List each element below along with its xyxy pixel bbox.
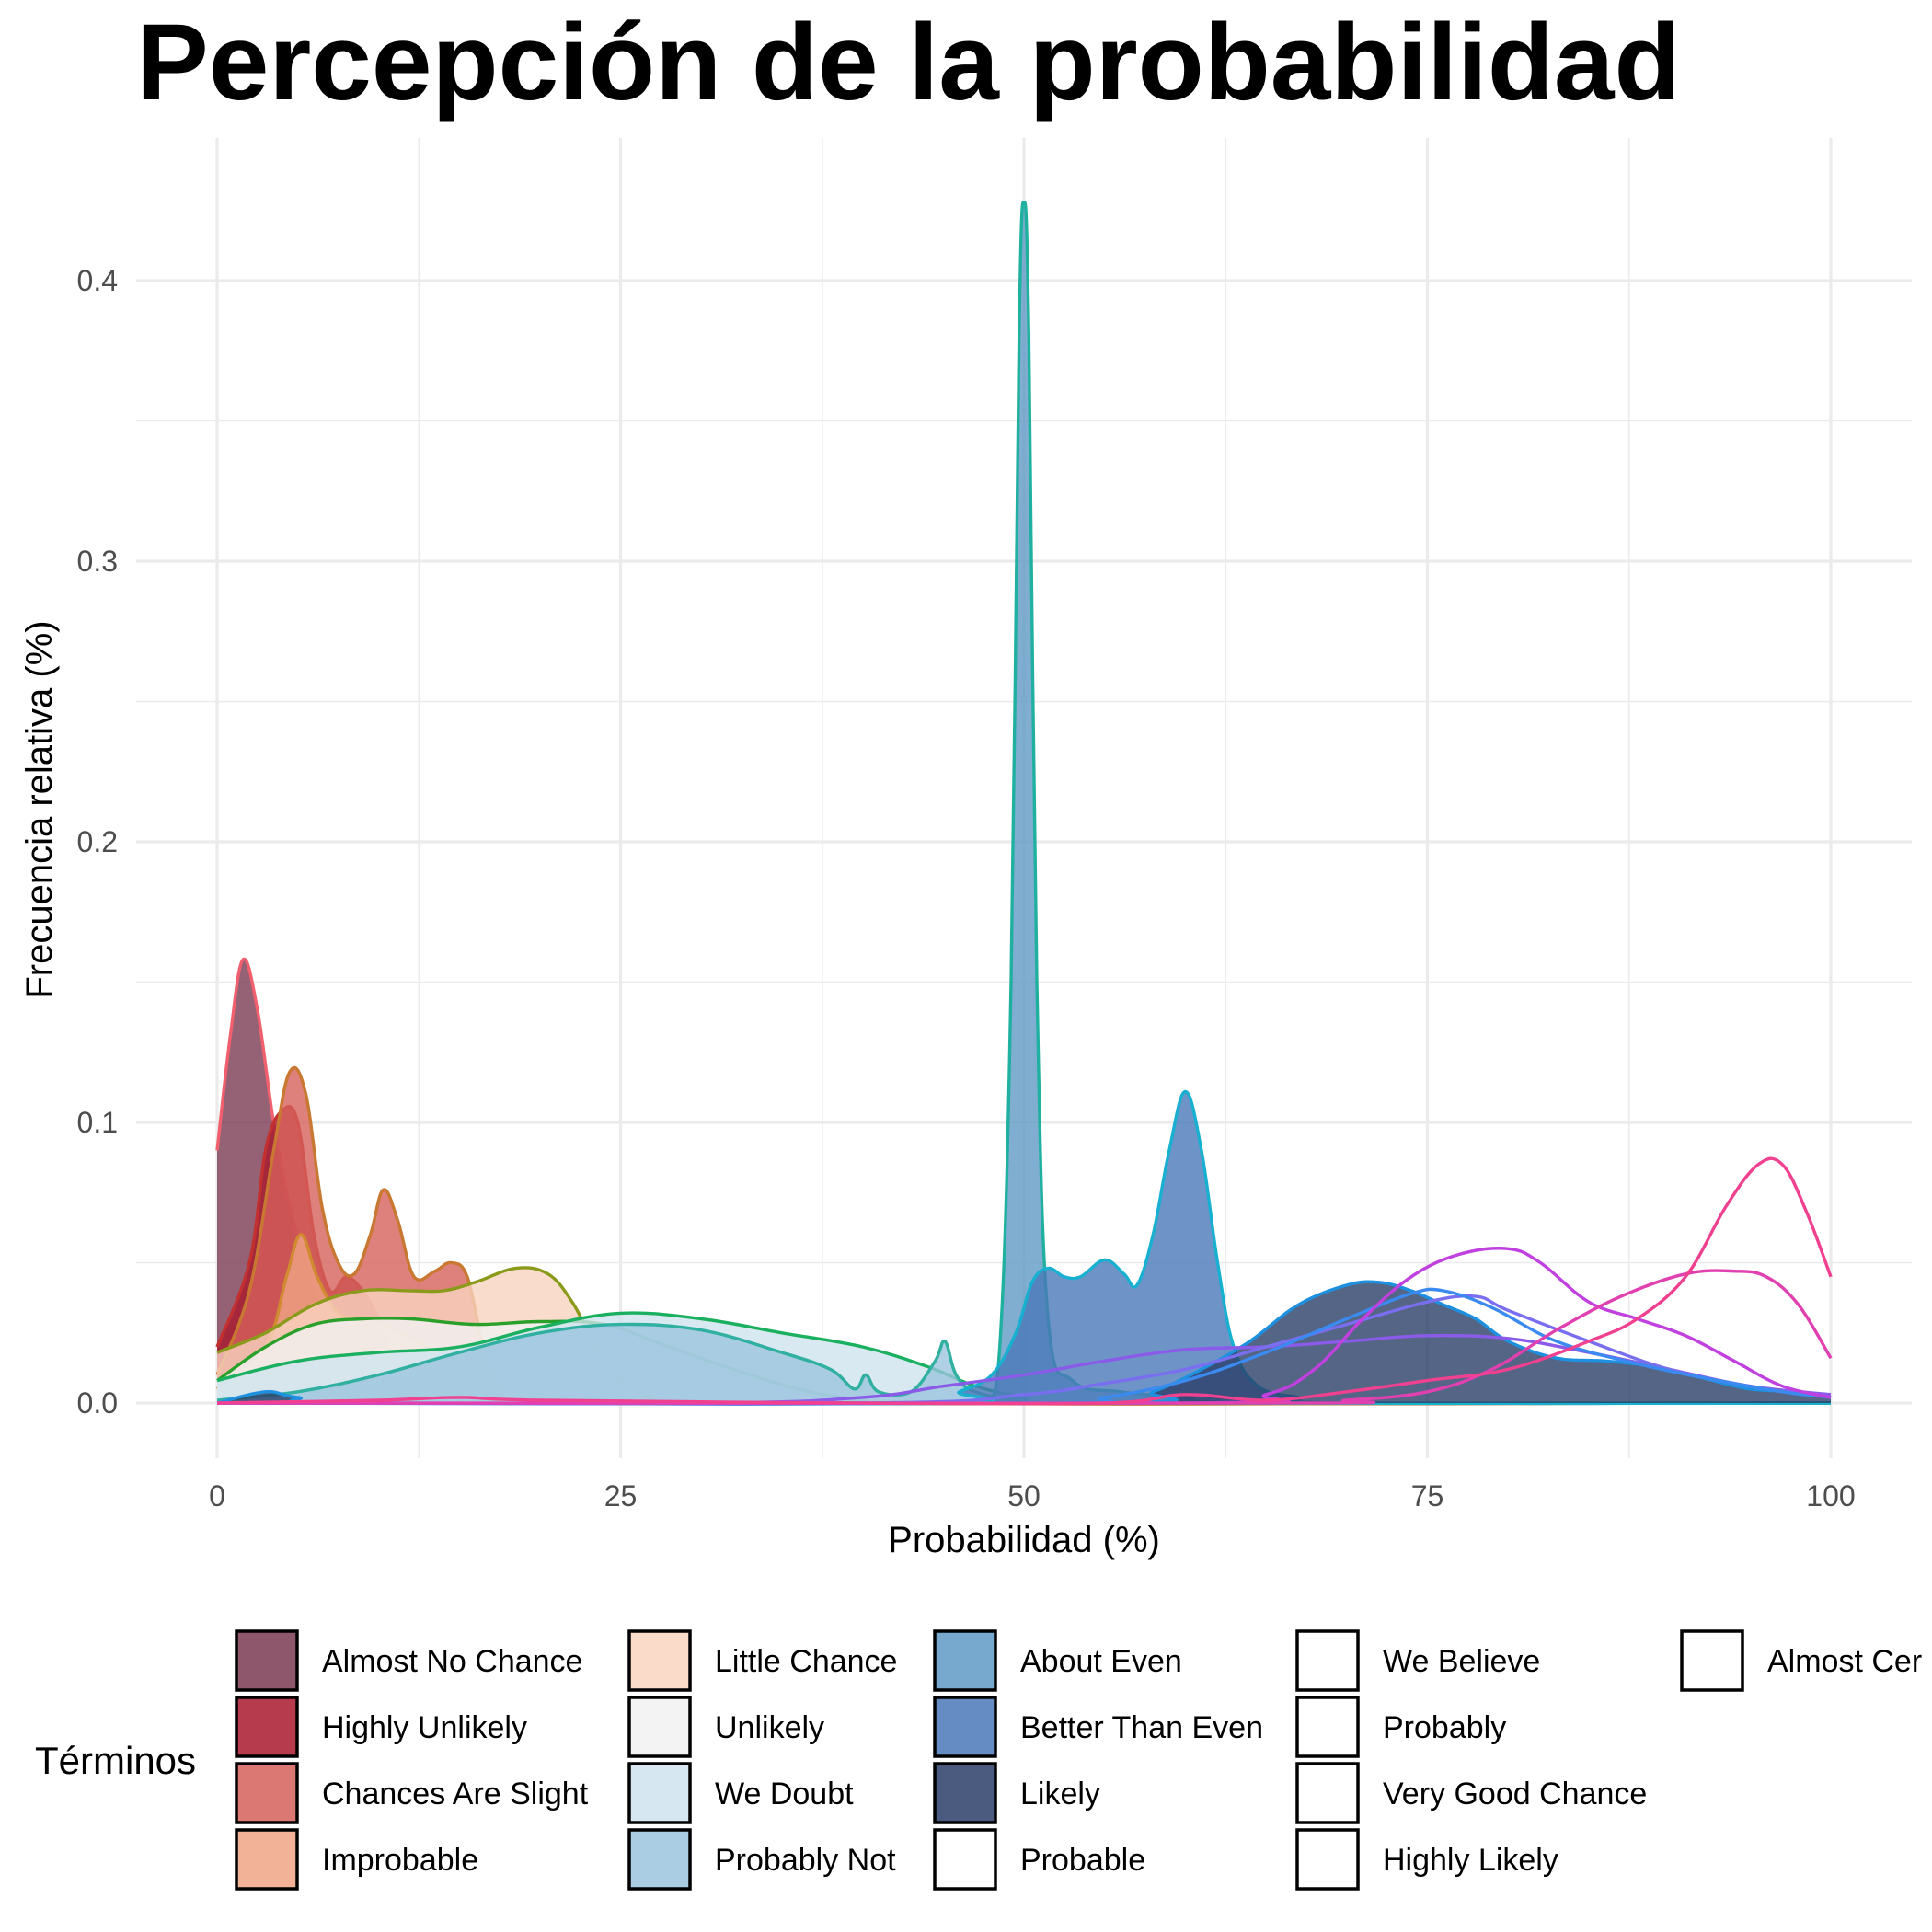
x-tick-labels: 0 25 50 75 100: [209, 1479, 1856, 1512]
legend: Almost No Chance Highly Unlikely Chances A…: [235, 1629, 1922, 1891]
chart-title: Percepción de la probabilidad: [136, 2, 1681, 123]
legend-label-probable: Probable: [1020, 1843, 1145, 1878]
legend-swatch-better-than-even: [933, 1696, 997, 1758]
legend-label-we-believe: We Believe: [1383, 1644, 1540, 1679]
legend-label-almost-no-chance: Almost No Chance: [322, 1644, 582, 1679]
legend-label-chances-are-slight: Chances Are Slight: [322, 1777, 589, 1811]
legend-title: Términos: [35, 1739, 196, 1782]
x-tick-label: 25: [604, 1479, 638, 1512]
y-tick-labels: 0.0 0.1 0.2 0.3 0.4: [77, 264, 118, 1420]
legend-swatch-probably: [1295, 1696, 1360, 1758]
y-tick-label: 0.4: [77, 264, 118, 297]
legend-swatch-we-doubt: [627, 1762, 692, 1824]
legend-swatch-probable: [933, 1828, 997, 1891]
y-tick-label: 0.3: [77, 545, 118, 578]
legend-label-we-doubt: We Doubt: [715, 1777, 854, 1811]
legend-label-little-chance: Little Chance: [715, 1644, 897, 1679]
series-area-probably-not: [217, 1324, 1831, 1404]
legend-label-very-good-chance: Very Good Chance: [1383, 1777, 1647, 1811]
legend-swatch-likely: [933, 1762, 997, 1824]
legend-label-probably-not: Probably Not: [715, 1843, 896, 1878]
legend-swatch-probably-not: [627, 1828, 692, 1891]
legend-swatch-almost-cer: [1680, 1629, 1744, 1692]
x-tick-label: 100: [1806, 1479, 1855, 1512]
legend-swatch-we-believe: [1295, 1629, 1360, 1692]
y-axis-title: Frecuencia relativa (%): [19, 620, 60, 998]
density-series: [215, 200, 1833, 1406]
legend-label-better-than-even: Better Than Even: [1020, 1710, 1263, 1745]
legend-swatch-highly-unlikely: [235, 1696, 299, 1758]
legend-swatch-unlikely: [627, 1696, 692, 1758]
legend-label-about-even: About Even: [1020, 1644, 1182, 1679]
x-axis-title: Probabilidad (%): [888, 1520, 1160, 1560]
legend-label-likely: Likely: [1020, 1777, 1100, 1811]
legend-swatch-very-good-chance: [1295, 1762, 1360, 1824]
x-tick-label: 50: [1007, 1479, 1041, 1512]
legend-label-probably: Probably: [1383, 1710, 1506, 1745]
y-tick-label: 0.1: [77, 1106, 118, 1139]
legend-swatch-highly-likely: [1295, 1828, 1360, 1891]
series-area-better-than-even: [217, 1091, 1831, 1404]
legend-swatch-improbable: [235, 1828, 299, 1891]
legend-label-highly-unlikely: Highly Unlikely: [322, 1710, 527, 1745]
y-tick-label: 0.2: [77, 825, 118, 858]
legend-label-unlikely: Unlikely: [715, 1710, 824, 1745]
legend-swatch-chances-are-slight: [235, 1762, 299, 1824]
legend-swatch-little-chance: [627, 1629, 692, 1692]
y-tick-label: 0.0: [77, 1386, 118, 1420]
series-area-likely: [217, 1282, 1831, 1405]
legend-swatch-about-even: [933, 1629, 997, 1692]
series-line-almost-certainly: [216, 1156, 1833, 1406]
x-tick-label: 0: [209, 1479, 225, 1512]
legend-label-highly-likely: Highly Likely: [1383, 1843, 1558, 1878]
x-tick-label: 75: [1411, 1479, 1444, 1512]
series-area-about-even: [217, 201, 1831, 1404]
legend-swatch-almost-no-chance: [235, 1629, 299, 1692]
legend-label-almost-cer: Almost Cer: [1767, 1644, 1922, 1679]
legend-label-improbable: Improbable: [322, 1843, 478, 1878]
